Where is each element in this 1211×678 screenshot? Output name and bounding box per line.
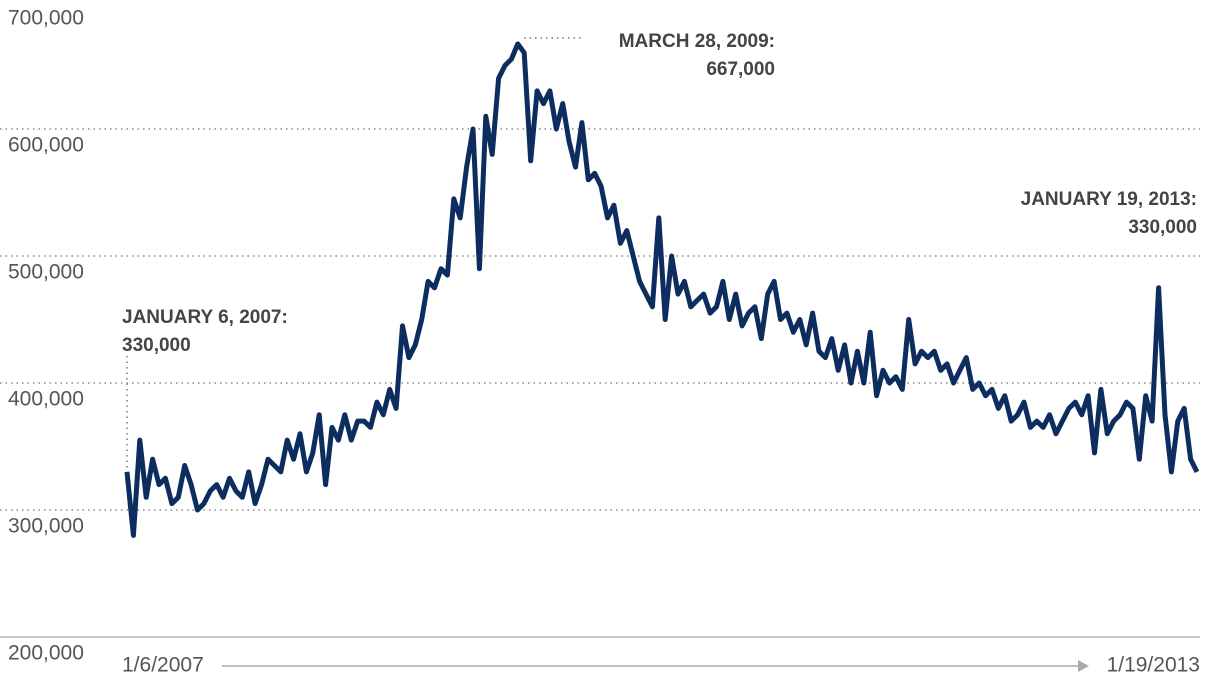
y-tick-label: 700,000	[8, 7, 84, 30]
annotation: 330,000	[122, 335, 191, 356]
x-arrow-head	[1078, 660, 1089, 672]
y-tick-label: 200,000	[8, 642, 84, 665]
y-tick-label: 500,000	[8, 261, 84, 284]
y-tick-label: 300,000	[8, 515, 84, 538]
x-tick-label: 1/19/2013	[1107, 654, 1200, 677]
annotation: 330,000	[1128, 217, 1197, 238]
annotation: JANUARY 6, 2007:	[122, 307, 288, 328]
annotation: MARCH 28, 2009:	[619, 31, 775, 52]
y-tick-label: 600,000	[8, 134, 84, 157]
x-tick-label: 1/6/2007	[122, 654, 204, 677]
annotation: 667,000	[706, 59, 775, 80]
data-line	[124, 41, 1200, 538]
annotation: JANUARY 19, 2013:	[1021, 189, 1197, 210]
y-tick-label: 400,000	[8, 388, 84, 411]
